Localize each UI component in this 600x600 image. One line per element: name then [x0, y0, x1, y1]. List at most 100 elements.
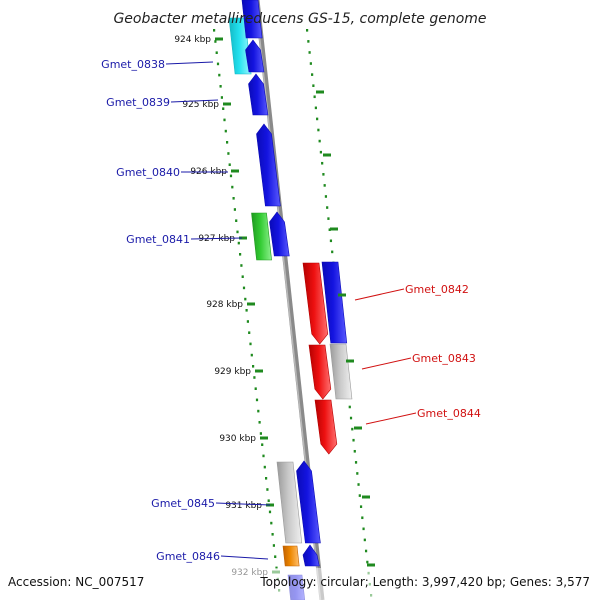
guide-dot — [272, 544, 275, 547]
guide-dot — [314, 106, 317, 110]
gene-label-gmet-0838[interactable]: Gmet_0838 — [101, 58, 165, 71]
guide-dot — [362, 527, 365, 531]
guide-dot — [307, 40, 310, 43]
guide-dot — [327, 217, 330, 220]
gene-block-gmet-0842-red[interactable] — [302, 262, 329, 345]
guide-dot — [241, 275, 244, 278]
guide-dot — [226, 141, 229, 144]
gene-block-gmet-0844[interactable] — [314, 399, 338, 455]
guide-dot — [366, 560, 369, 564]
guide-dot — [248, 331, 251, 334]
kbp-tick — [247, 302, 255, 306]
guide-dot — [267, 499, 270, 502]
gene-label-gmet-0845[interactable]: Gmet_0845 — [151, 497, 215, 510]
guide-dot — [255, 398, 259, 402]
guide-dot — [218, 73, 221, 77]
guide-dot — [233, 208, 236, 211]
guide-dot — [224, 129, 227, 133]
gene-block-gmet-0846[interactable] — [302, 544, 320, 567]
guide-dot — [311, 73, 314, 76]
guide-dot — [265, 477, 268, 480]
gene-leader-line — [215, 502, 271, 506]
guide-dot — [223, 118, 226, 122]
guide-dot — [308, 51, 311, 54]
guide-dot — [231, 185, 234, 189]
guide-dot — [321, 161, 324, 165]
ticks-layer — [215, 37, 375, 574]
kbp-label: 927 kbp — [198, 234, 235, 244]
guide-dot — [229, 174, 233, 178]
guide-dot — [263, 465, 266, 469]
guide-dot — [313, 95, 316, 99]
guide-dot — [361, 516, 364, 520]
kbp-tick-right — [362, 495, 370, 499]
guide-dot — [219, 85, 222, 88]
gene-block-gmet-0842[interactable] — [321, 261, 348, 344]
map-title: Geobacter metallireducens GS-15, complet… — [113, 11, 486, 27]
guide-dot — [323, 184, 326, 187]
kbp-tick — [260, 436, 268, 440]
topology-text: Topology: circular; Length: 3,997,420 bp… — [259, 575, 590, 589]
gene-label-gmet-0840[interactable]: Gmet_0840 — [116, 166, 180, 179]
guide-dot — [322, 173, 325, 176]
guide-dot — [324, 195, 328, 198]
guide-dot — [242, 286, 246, 290]
kbp-tick — [215, 37, 223, 41]
features-layer — [228, 0, 353, 600]
guide-dot — [253, 376, 256, 379]
guide-dot — [358, 494, 361, 497]
kbp-label: 930 kbp — [219, 434, 256, 444]
gene-label-gmet-0844[interactable]: Gmet_0844 — [417, 407, 481, 420]
kbp-tick-right — [338, 293, 346, 297]
guide-dot — [245, 309, 248, 312]
gene-block-gmet-0843[interactable] — [308, 344, 332, 400]
guide-dot — [274, 555, 277, 558]
footer-background — [0, 568, 600, 600]
guide-dot — [270, 521, 273, 525]
guide-dot — [257, 409, 260, 413]
gene-label-gmet-0842[interactable]: Gmet_0842 — [405, 283, 469, 296]
guide-dot — [232, 197, 235, 200]
guide-dot — [258, 421, 261, 424]
guide-dot — [228, 163, 231, 166]
gene-block-gmet-0841-green[interactable] — [251, 212, 272, 261]
gene-leader-line — [190, 237, 243, 240]
kbp-label: 924 kbp — [174, 35, 211, 45]
gene-label-gmet-0846[interactable]: Gmet_0846 — [156, 550, 220, 563]
gene-leader-line — [165, 61, 214, 65]
kbp-label: 928 kbp — [206, 300, 243, 310]
gene-block-gmet-0838[interactable] — [245, 39, 265, 73]
guide-dot — [252, 365, 255, 368]
gene-block-gmet-0845[interactable] — [296, 460, 321, 544]
guide-dot — [220, 96, 223, 99]
gene-label-gmet-0839[interactable]: Gmet_0839 — [106, 96, 170, 109]
guide-dot — [215, 51, 218, 54]
kbp-tick — [255, 369, 263, 373]
kbp-tick-right — [323, 153, 331, 157]
gene-block-gmet-0843-grey[interactable] — [329, 343, 353, 400]
gene-label-gmet-0843[interactable]: Gmet_0843 — [412, 352, 476, 365]
gene-block-top-blue[interactable] — [241, 0, 263, 39]
kbp-tick — [223, 102, 231, 106]
guide-dot — [351, 427, 354, 431]
guide-dot — [259, 432, 262, 435]
gene-block-gmet-0839[interactable] — [248, 73, 269, 116]
guide-dot — [239, 253, 242, 256]
guide-dot — [306, 29, 309, 32]
guide-dot — [246, 320, 249, 323]
guide-dot — [331, 250, 334, 254]
gene-block-gmet-0840[interactable] — [256, 123, 281, 207]
gene-label-gmet-0841[interactable]: Gmet_0841 — [126, 233, 190, 246]
gene-block-gmet-0845-grey[interactable] — [276, 461, 303, 544]
gene-block-gmet-0846-orange[interactable] — [282, 545, 300, 567]
gene-leader-line — [365, 412, 417, 425]
guide-dot — [319, 150, 323, 154]
kbp-tick-right — [367, 563, 375, 567]
gene-block-gmet-0841[interactable] — [269, 211, 290, 257]
guide-dot — [363, 538, 366, 542]
guide-dot — [318, 139, 321, 143]
guide-dot — [235, 219, 238, 222]
guide-dot — [240, 264, 243, 267]
guide-dot — [354, 461, 358, 464]
